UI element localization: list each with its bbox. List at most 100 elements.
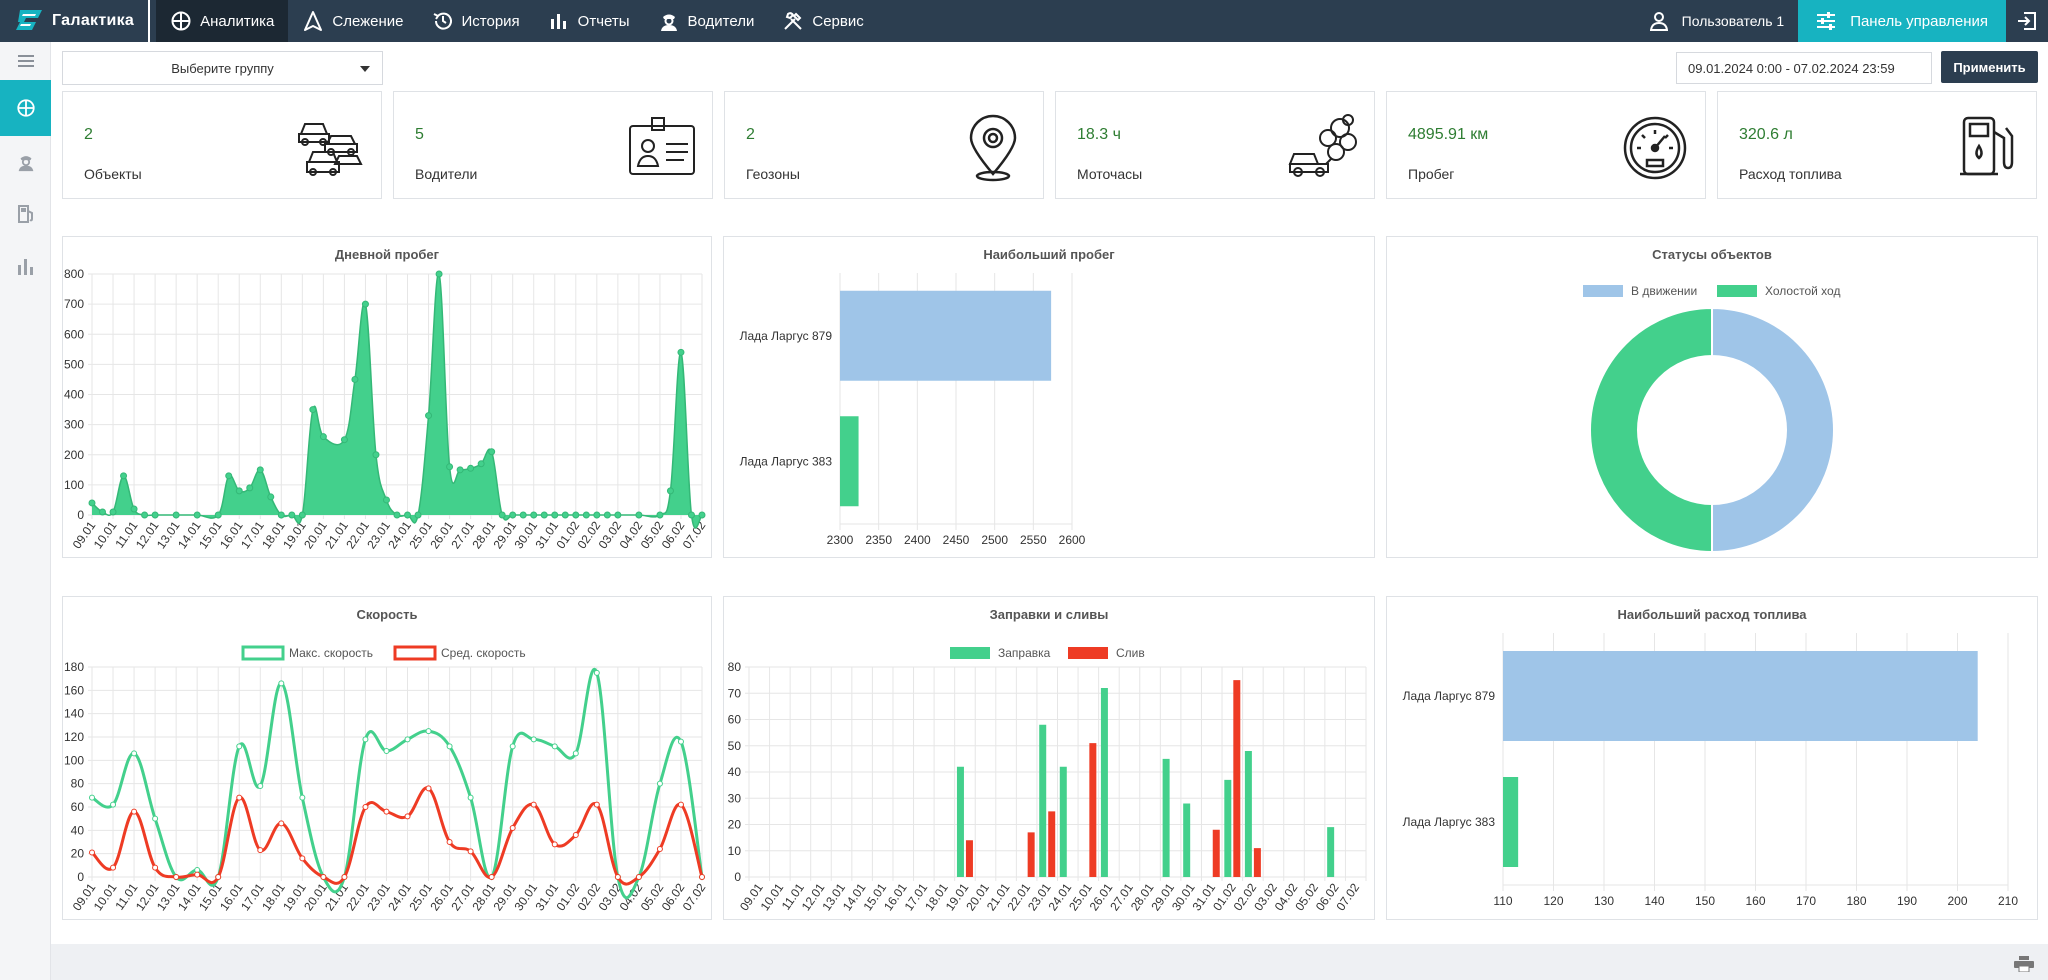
area-line [91, 273, 703, 529]
x-tick-label: 200 [1947, 894, 1967, 908]
bar [1212, 829, 1220, 877]
data-point [382, 496, 390, 504]
nav-service[interactable]: Сервис [768, 0, 877, 42]
drivers-icon [660, 14, 677, 31]
category-label: Лада Ларгус 879 [740, 329, 833, 343]
y-tick-label: 40 [71, 823, 85, 837]
stat-engine-hours: 18.3 ч Моточасы [1055, 91, 1375, 199]
top-bar: Галактика Аналитика Слежение История Отч… [0, 0, 2048, 42]
top-fuel-chart: 110 120 130 140 150 160 170 180 190 200 210 Лада Ла… [1403, 633, 2018, 908]
data-point [214, 511, 222, 519]
legend-label: Макс. скорость [289, 646, 373, 660]
chart-title: Заправки и сливы [989, 607, 1109, 622]
y-tick-label: 10 [728, 844, 742, 858]
data-point [257, 847, 264, 854]
data-point [488, 874, 495, 880]
data-point [361, 300, 369, 308]
data-point [340, 436, 348, 444]
date-range-input[interactable]: 09.01.2024 0:00 - 07.02.2024 23:59 [1676, 52, 1932, 84]
data-point [236, 794, 243, 801]
nav-reports[interactable]: Отчеты [534, 0, 644, 42]
group-select[interactable]: Выберите группу [62, 51, 383, 85]
chart-title: Статусы объектов [1652, 247, 1772, 262]
bar [1244, 751, 1252, 877]
control-panel-label: Панель управления [1850, 12, 1988, 30]
data-point [193, 511, 201, 519]
sidebar-item-drivers[interactable] [0, 136, 51, 188]
legend-swatch [1717, 285, 1757, 297]
y-tick-label: 80 [71, 777, 85, 791]
sliders-icon [1817, 12, 1836, 30]
sidebar-item-reports[interactable] [0, 240, 51, 292]
data-point [467, 794, 474, 801]
logout-button[interactable] [2006, 0, 2048, 42]
control-panel-button[interactable]: Панель управления [1798, 0, 2006, 42]
data-point [656, 846, 663, 852]
stat-value: 320.6 л [1739, 126, 1793, 143]
date-range-value: 09.01.2024 0:00 - 07.02.2024 23:59 [1688, 60, 1895, 76]
top-mileage-card: Наибольший пробег 2300 2350 2400 2450 2500 25… [723, 236, 1375, 558]
data-point [414, 511, 422, 519]
data-point [131, 808, 138, 815]
x-tick-label: 110 [1493, 894, 1512, 908]
stat-label: Геозоны [746, 166, 800, 182]
user-menu[interactable]: Пользователь 1 [1636, 11, 1799, 31]
bar [1233, 680, 1241, 877]
data-point [488, 448, 496, 456]
x-tick-label: 10.01 [91, 880, 120, 913]
nav-drivers[interactable]: Водители [644, 0, 769, 42]
y-tick-label: 60 [71, 800, 85, 814]
nav-analytics[interactable]: Аналитика [156, 0, 289, 42]
legend-label: Сред. скорость [441, 646, 526, 660]
fuel-icon [17, 205, 33, 223]
data-point [551, 743, 558, 750]
logout-icon [2018, 12, 2036, 30]
analytics-icon [171, 11, 191, 31]
user-icon [1649, 12, 1668, 31]
data-point [656, 780, 663, 787]
data-point [551, 841, 558, 848]
data-point [446, 463, 454, 471]
legend-swatch [393, 645, 437, 661]
daily-mileage-card: Дневной пробег 0 100 200 300 400 500 600 700 800… [62, 236, 712, 558]
data-point [131, 750, 138, 757]
nav-analytics-label: Аналитика [200, 12, 275, 30]
refuel-drain-card: Заправки и сливы Заправка Слив 0 10 20 30 40 50… [723, 596, 1375, 920]
service-icon [784, 12, 803, 30]
speedometer-icon [1623, 116, 1687, 180]
stat-label: Моточасы [1077, 166, 1143, 182]
reports-icon [550, 14, 566, 29]
daily-mileage-chart: 010020030040050060070080009.0110.0111.01… [64, 267, 709, 551]
nav-history[interactable]: История [418, 0, 534, 42]
sidebar-item-fuel[interactable] [0, 188, 51, 240]
bar [1059, 766, 1067, 877]
hamburger-icon [17, 55, 34, 67]
nav-history-label: История [461, 12, 520, 30]
data-point [614, 874, 621, 880]
print-icon[interactable] [2014, 956, 2034, 972]
y-tick-label: 180 [64, 660, 84, 674]
nav-reports-label: Отчеты [577, 12, 630, 30]
sidebar-menu-toggle[interactable] [0, 42, 51, 80]
data-point [404, 736, 411, 743]
y-tick-label: 0 [77, 508, 84, 522]
data-point [699, 874, 705, 880]
nav-tracking[interactable]: Слежение [288, 0, 417, 42]
sidebar-item-analytics[interactable] [0, 80, 51, 136]
data-point [235, 487, 243, 495]
data-point [89, 849, 95, 856]
data-point [372, 451, 380, 459]
data-point [446, 839, 453, 845]
bar [1089, 743, 1097, 877]
y-tick-label: 70 [728, 686, 742, 700]
data-point [561, 511, 569, 519]
bar [1503, 651, 1978, 741]
x-tick-label: 180 [1846, 894, 1866, 908]
bar [1048, 811, 1056, 877]
y-tick-label: 20 [71, 847, 85, 861]
history-icon [433, 12, 452, 30]
apply-button[interactable]: Применить [1941, 51, 2038, 83]
app-logo[interactable]: Галактика [0, 0, 151, 42]
chart-title: Наибольший расход топлива [1617, 607, 1807, 622]
data-point [110, 864, 117, 871]
